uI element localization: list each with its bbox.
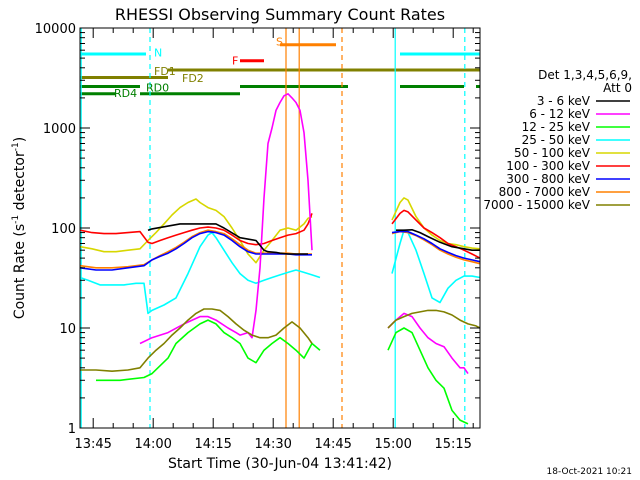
x-tick-label: 14:15: [194, 437, 231, 452]
x-tick-label: 14:00: [134, 437, 171, 452]
chart-title: RHESSI Observing Summary Count Rates: [115, 5, 445, 24]
series-line-6: [79, 230, 481, 271]
y-label-end: ): [12, 137, 28, 142]
y-tick-label: 1000: [43, 122, 76, 137]
series-line-3: [79, 229, 481, 315]
legend-entry-label: 25 - 50 keV: [522, 133, 591, 147]
x-axis-label: Start Time (30-Jun-04 13:41:42): [168, 456, 392, 472]
x-axis: 13:45 14:00 14:15 14:30 14:45 15:00 15:15: [74, 28, 474, 452]
flag-label: N: [154, 46, 162, 59]
y-axis-label: Count Rate (s-1 detector-1): [11, 137, 28, 319]
flag-label: F: [232, 54, 238, 67]
legend-entry-label: 100 - 300 keV: [506, 159, 590, 173]
y-tick-label: 10: [59, 322, 76, 337]
data-series: [79, 93, 481, 425]
instrument-flags: [80, 43, 480, 96]
series-line-4: [79, 197, 481, 264]
flag-label: RD4: [114, 87, 137, 100]
x-tick-label: 15:00: [374, 437, 411, 452]
x-tick-label: 14:45: [314, 437, 351, 452]
legend-entry-label: 50 - 100 keV: [514, 146, 591, 160]
legend-entry-label: 300 - 800 keV: [506, 172, 590, 186]
y-label-exp1: -1: [11, 215, 21, 224]
flag-label: S: [276, 36, 283, 49]
x-tick-label: 13:45: [74, 437, 111, 452]
y-tick-label: 100: [51, 222, 76, 237]
y-tick-label: 10000: [35, 22, 76, 37]
series-line-5: [79, 209, 481, 259]
flag-label: FD2: [182, 72, 204, 85]
legend-entry-label: 3 - 6 keV: [537, 94, 591, 108]
series-line-0: [147, 223, 480, 255]
legend-header-2: Att 0: [603, 81, 632, 95]
flag-label: FD1: [154, 65, 176, 78]
y-label-exp2: -1: [11, 142, 21, 151]
x-tick-label: 14:30: [254, 437, 291, 452]
series-line-8: [80, 308, 481, 372]
y-tick-label: 1: [68, 422, 76, 437]
flag-label: RD0: [146, 81, 169, 94]
x-tick-label: 15:15: [434, 437, 471, 452]
series-line-1: [139, 93, 469, 375]
y-axis: 1 10 100 1000 10000: [35, 22, 480, 437]
legend-entry-label: 6 - 12 keV: [529, 107, 591, 121]
footer-date: 18-Oct-2021 10:21: [547, 467, 632, 477]
y-label-mid: detector: [12, 151, 28, 215]
y-label-main: Count Rate (s: [12, 224, 28, 319]
legend-entry-label: 7000 - 15000 keV: [483, 198, 590, 212]
series-line-2: [96, 319, 469, 425]
legend-entry-label: 12 - 25 keV: [522, 120, 591, 134]
legend-entry-label: 800 - 7000 keV: [499, 185, 591, 199]
flag-labels: N S F FD1 FD2 RD0 RD4: [114, 36, 283, 100]
legend-header-1: Det 1,3,4,5,6,9,: [538, 68, 632, 82]
